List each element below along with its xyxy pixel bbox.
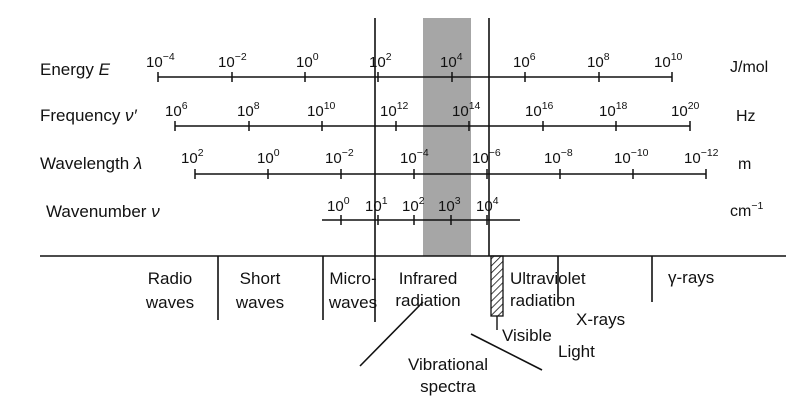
wavelength-tick-label: 10−10 [614,147,649,167]
frequency-tick-labels: 106 108 1010 1012 1014 1016 1018 1020 [165,100,700,120]
light-label: Light [558,342,595,361]
frequency-tick-marks [174,121,691,131]
energy-tick-label: 10−2 [218,51,247,71]
wavelength-tick-labels: 102 100 10−2 10−4 10−6 10−8 10−10 10−12 [181,147,719,167]
frequency-tick-label: 108 [237,100,260,120]
frequency-tick-label: 1010 [307,100,336,120]
infrared-band [423,18,471,256]
wavenumber-tick-label: 101 [365,195,388,215]
frequency-tick-label: 1012 [380,100,409,120]
wavelength-row-label: Wavelength λ [40,154,142,173]
wavelength-tick-label: 10−4 [400,147,429,167]
visible-light-strip [490,255,504,317]
wavelength-tick-marks [194,169,707,179]
energy-tick-labels: 10−4 10−2 100 102 104 106 108 1010 [146,51,683,71]
region-dividers [217,256,653,320]
short-waves-label: Short waves [235,269,284,312]
wavenumber-tick-label: 104 [476,195,499,215]
frequency-tick-label: 1018 [599,100,628,120]
wavenumber-tick-label: 102 [402,195,425,215]
energy-tick-label: 106 [513,51,536,71]
wavelength-tick-label: 10−6 [472,147,501,167]
wavenumber-tick-labels: 100 101 102 103 104 [327,195,499,215]
energy-tick-label: 10−4 [146,51,175,71]
wavenumber-row-label: Wavenumber ν [46,202,160,221]
wavenumber-tick-marks [340,215,488,225]
frequency-tick-label: 1016 [525,100,554,120]
gamma-rays-label: γ-rays [668,268,714,287]
energy-tick-label: 1010 [654,51,683,71]
frequency-unit: Hz [736,108,756,125]
wavelength-tick-label: 10−2 [325,147,354,167]
energy-tick-label: 100 [296,51,319,71]
frequency-tick-label: 1020 [671,100,700,120]
frequency-row-label: Frequency ν′ [40,106,138,125]
energy-tick-marks [157,72,673,82]
infrared-radiation-label: Infrared radiation [395,269,460,310]
ultraviolet-radiation-label: Ultraviolet radiation [510,269,586,310]
energy-tick-label: 102 [369,51,392,71]
wavelength-tick-label: 10−12 [684,147,719,167]
vibrational-funnel-left [359,301,424,367]
energy-tick-label: 104 [440,51,463,71]
frequency-tick-label: 1014 [452,100,481,120]
energy-unit: J/mol [730,59,768,76]
wavenumber-tick-label: 100 [327,195,350,215]
wavelength-tick-label: 100 [257,147,280,167]
energy-row-label: Energy E [40,60,111,79]
radio-waves-label: Radio waves [145,269,194,312]
wavelength-unit: m [738,156,751,173]
wavenumber-unit: cm−1 [730,200,763,220]
vibrational-spectra-label: Vibrational spectra [408,355,488,396]
wavenumber-tick-label: 103 [438,195,461,215]
microwaves-label: Micro-waves [328,269,377,312]
frequency-tick-label: 106 [165,100,188,120]
wavelength-tick-label: 102 [181,147,204,167]
x-rays-label: X-rays [576,310,625,329]
vibrational-funnel-right [470,333,543,371]
visible-label: Visible [502,326,552,345]
wavelength-tick-label: 10−8 [544,147,573,167]
energy-tick-label: 108 [587,51,610,71]
